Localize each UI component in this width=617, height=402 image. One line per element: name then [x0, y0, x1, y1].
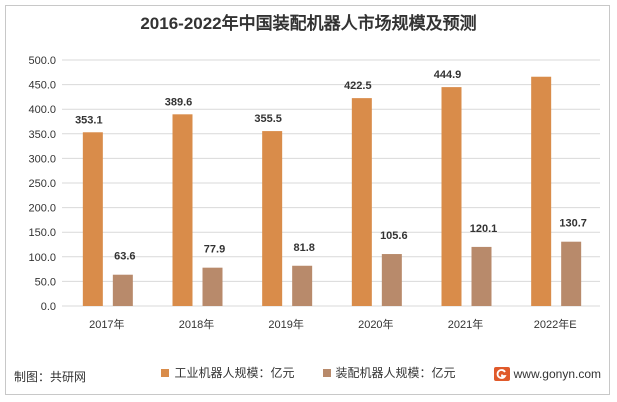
legend-label-series-2: 装配机器人规模：亿元 [335, 366, 456, 380]
bar-series-2 [381, 254, 402, 306]
y-tick-label: 200.0 [28, 203, 56, 215]
data-label-series-1: 353.1 [75, 114, 103, 126]
data-label-series-1: 355.5 [254, 113, 282, 125]
y-tick-label: 500.0 [28, 55, 56, 67]
bar-series-1 [531, 76, 552, 306]
bars: 353.1 389.6 355.5 422.5 444.9 63.6 77.9 81.8 105… [75, 69, 587, 307]
website-footer: www.gonyn.com [493, 367, 601, 381]
y-tick-label: 150.0 [28, 227, 56, 239]
y-tick-label: 250.0 [28, 178, 56, 190]
y-tick-label: 50.0 [35, 276, 56, 288]
legend: 工业机器人规模：亿元 装配机器人规模：亿元 [0, 364, 617, 381]
x-axis: 2017年 2018年 2019年 2020年 2021年 2022年E [89, 317, 576, 331]
legend-swatch-series-1 [161, 368, 170, 377]
gridlines [62, 59, 600, 307]
y-tick-label: 0.0 [41, 301, 56, 313]
x-category-label: 2019年 [268, 317, 303, 331]
source-note: 制图：共研网 [14, 370, 87, 384]
bar-series-1 [82, 132, 103, 306]
y-tick-label: 450.0 [28, 80, 56, 92]
data-label-series-2: 81.8 [293, 242, 314, 254]
legend-swatch-series-2 [322, 368, 331, 377]
y-tick-label: 300.0 [28, 153, 56, 165]
x-category-label: 2017年 [89, 317, 124, 331]
x-category-label: 2022年E [534, 317, 577, 331]
data-label-series-1: 389.6 [165, 96, 193, 108]
data-label-series-2: 77.9 [204, 244, 225, 256]
legend-item-series-2: 装配机器人规模：亿元 [322, 364, 456, 381]
bar-series-2 [112, 274, 133, 306]
bar-series-2 [202, 267, 223, 306]
y-axis: 0.0 50.0 100.0 150.0 200.0 250.0 300.0 350.0 400… [28, 55, 56, 313]
data-label-series-2: 63.6 [114, 251, 135, 263]
chart-title: 2016-2022年中国装配机器人市场规模及预测 [140, 14, 477, 33]
x-category-label: 2018年 [179, 317, 214, 331]
bar-series-1 [262, 131, 283, 306]
data-label-series-2: 120.1 [470, 223, 498, 235]
x-category-label: 2020年 [358, 317, 393, 331]
legend-label-series-1: 工业机器人规模：亿元 [174, 366, 295, 380]
bar-series-1 [172, 114, 193, 306]
data-label-series-2: 105.6 [380, 230, 408, 242]
gonyn-logo-icon [493, 367, 510, 381]
chart-frame [5, 5, 610, 395]
bar-series-1 [441, 87, 462, 307]
website-url: www.gonyn.com [513, 367, 601, 381]
y-tick-label: 350.0 [28, 129, 56, 141]
bar-series-2 [561, 241, 582, 306]
bar-series-2 [471, 246, 492, 306]
data-label-series-1: 422.5 [344, 80, 372, 92]
y-tick-label: 100.0 [28, 252, 56, 264]
bar-series-1 [351, 98, 372, 306]
y-tick-label: 400.0 [28, 104, 56, 116]
legend-item-series-1: 工业机器人规模：亿元 [161, 364, 295, 381]
data-label-series-1: 444.9 [434, 69, 462, 81]
x-category-label: 2021年 [448, 317, 483, 331]
data-label-series-2: 130.7 [559, 218, 587, 230]
bar-series-2 [292, 265, 313, 306]
